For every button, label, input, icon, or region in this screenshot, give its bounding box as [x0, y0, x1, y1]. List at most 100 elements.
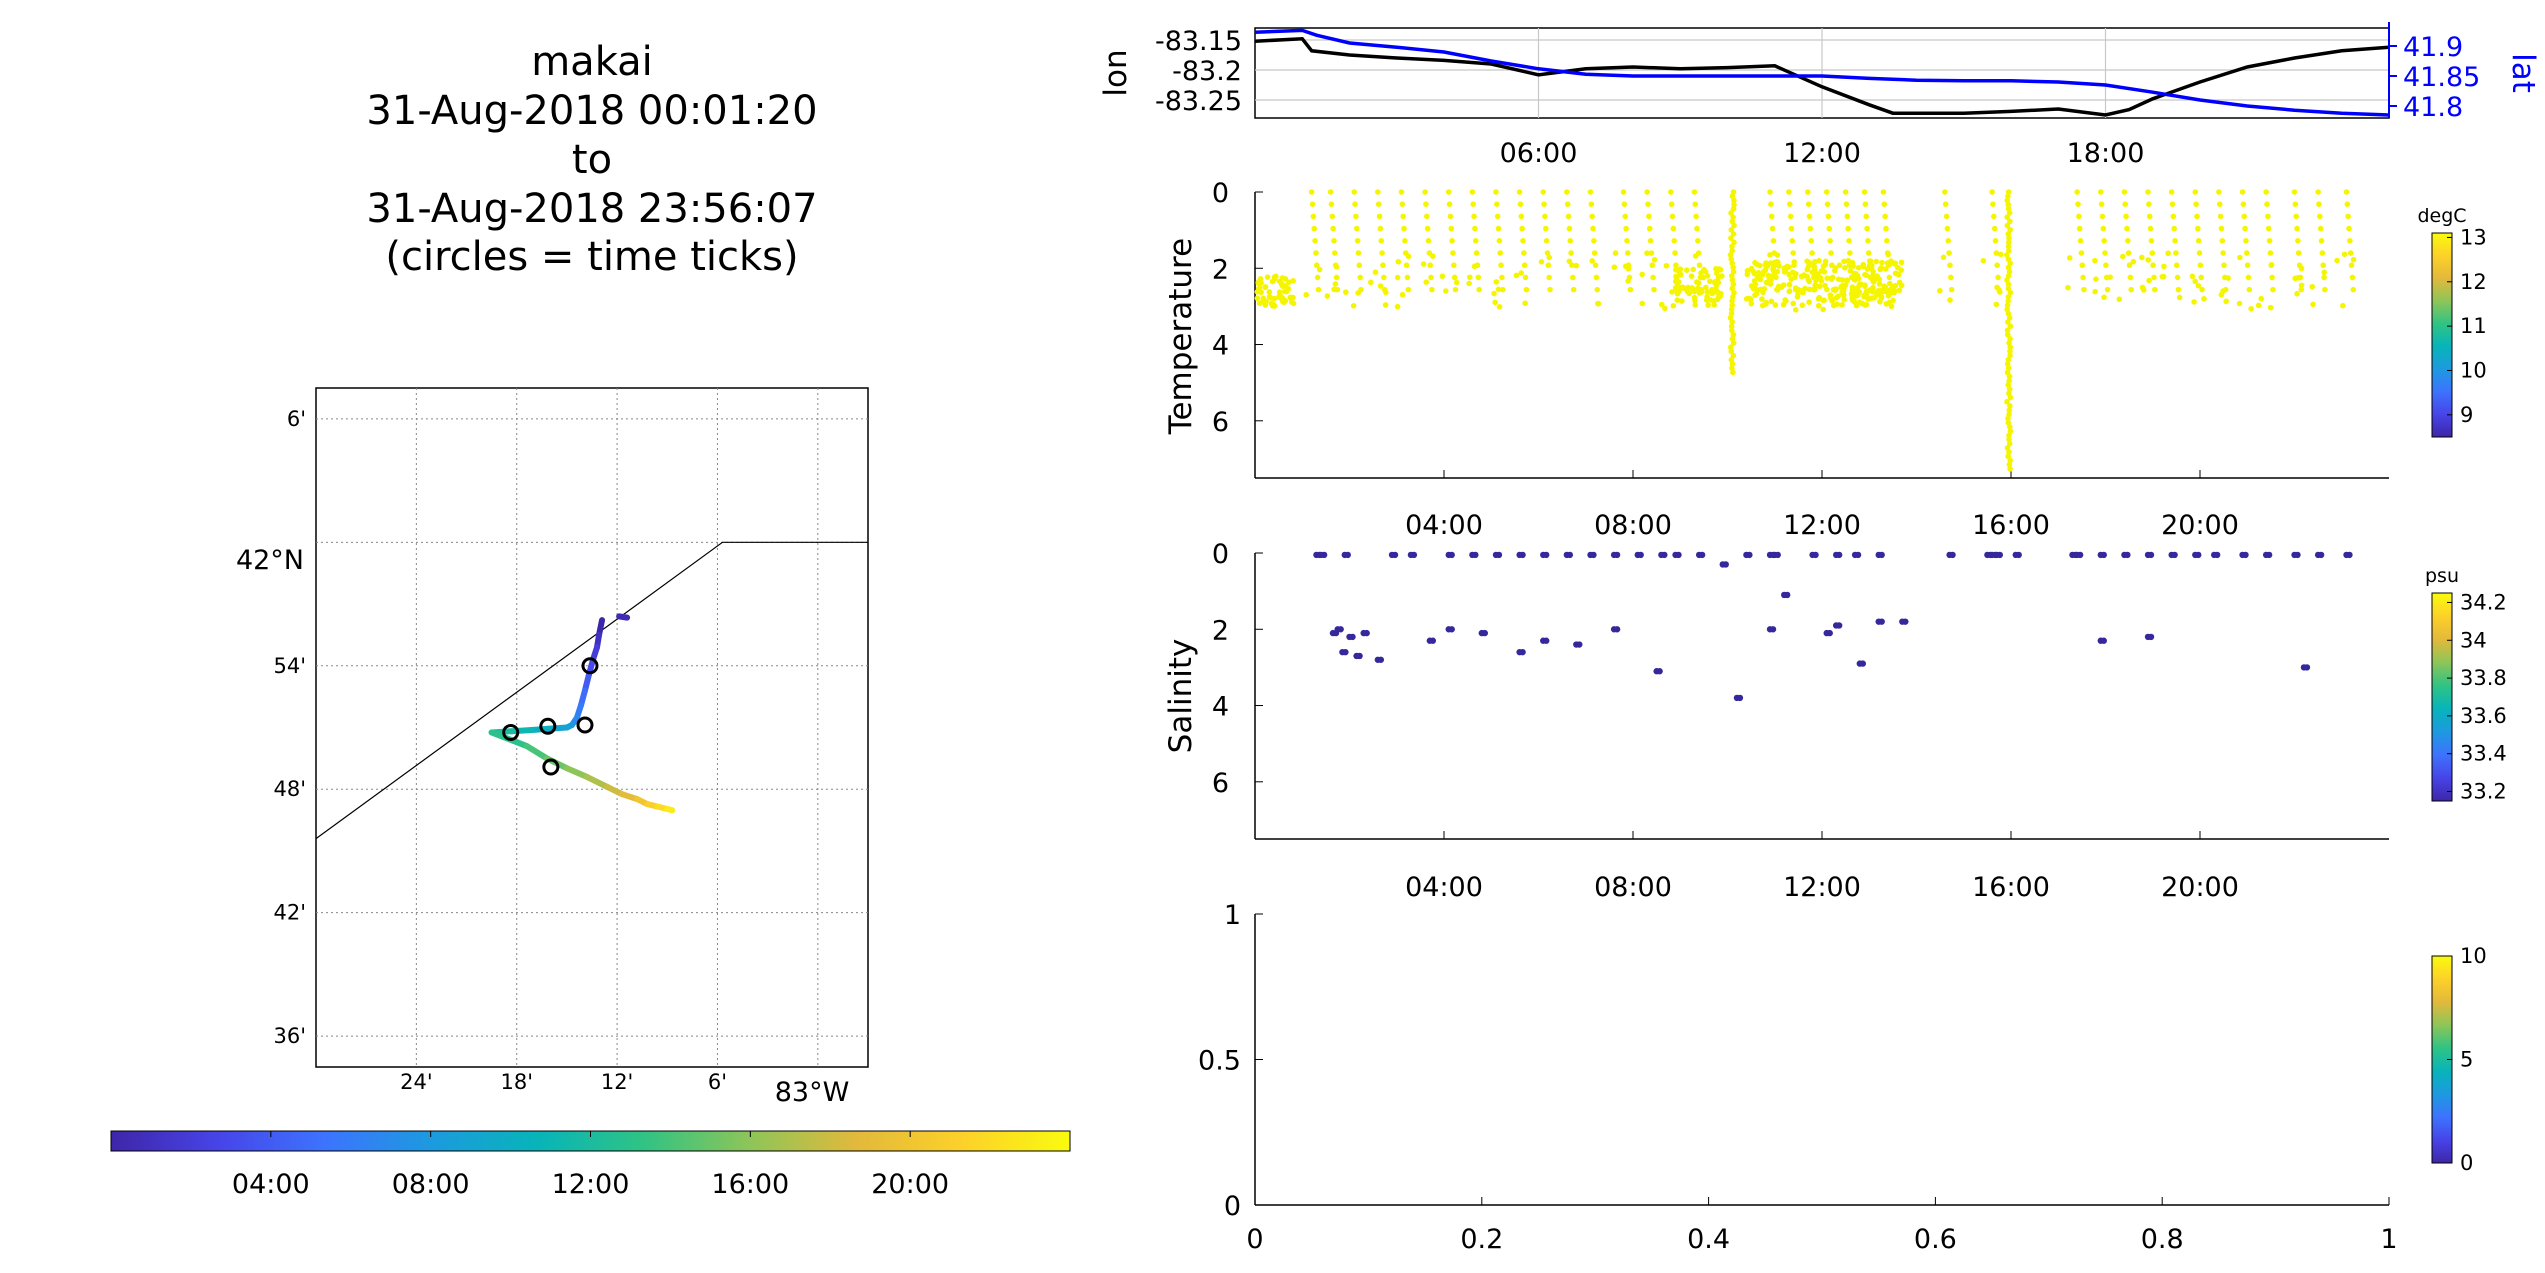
temperature-point [2316, 201, 2322, 208]
temperature-point [2298, 282, 2305, 289]
salinity-point [2317, 551, 2325, 559]
temperature-point [1312, 238, 1318, 244]
temperature-point [2006, 315, 2013, 321]
temperature-point [1878, 287, 1884, 294]
salinity-point [1996, 551, 2004, 559]
y-tick-label: 2 [1212, 615, 1229, 646]
x-tick-label: 16:00 [1972, 510, 2050, 541]
temperature-point [1980, 257, 1987, 264]
temperature-point [1404, 274, 1411, 281]
temperature-point [2076, 225, 2083, 232]
temperature-point [1792, 306, 1799, 313]
temperature-point [2007, 352, 2013, 359]
temperature-point [1845, 257, 1852, 264]
temperature-point [1823, 189, 1830, 195]
temperature-point [2298, 265, 2305, 272]
temperature-point [1381, 274, 1387, 281]
temperature-point [1668, 201, 1675, 208]
temperature-point [1590, 225, 1596, 232]
temperature-point [1645, 201, 1651, 208]
temperature-point [2265, 225, 2272, 232]
salinity-point [1495, 551, 1503, 559]
temperature-point [2077, 238, 2084, 244]
temperature-point [1639, 271, 1645, 278]
temperature-point [1703, 284, 1709, 291]
temperature-point [1766, 276, 1773, 282]
temperature-point [1279, 275, 1286, 281]
temperature-point [1400, 213, 1406, 220]
salinity-point [1448, 626, 1455, 633]
temperature-point [1332, 250, 1338, 256]
temperature-point [1716, 293, 1722, 299]
temperature-point [1730, 331, 1737, 338]
temperature-point [2005, 356, 2012, 363]
temperature-point [2005, 193, 2011, 199]
colorbar-tick-label: 11 [2460, 314, 2487, 338]
temperature-point [1357, 274, 1363, 281]
temperature-point [2152, 286, 2158, 293]
temperature-point [1744, 267, 1751, 274]
temperature-point [1692, 297, 1698, 304]
temperature-point [2171, 225, 2178, 232]
temperature-point [2005, 239, 2012, 246]
temperature-point [1759, 296, 1765, 302]
temperature-point [1795, 286, 1802, 293]
salinity-point [1656, 668, 1663, 675]
empty-axes: 0 0.2 0.4 0.6 0.8 1 1 0.5 0 [1198, 900, 2398, 1255]
temperature-point [1728, 226, 1735, 233]
temperature-point [2294, 225, 2300, 232]
temperature-point [2005, 205, 2012, 212]
temperature-point [2173, 250, 2179, 256]
temperature-point [1768, 201, 1774, 208]
temperature-point [1820, 306, 1826, 313]
temperature-point [2266, 238, 2273, 244]
temperature-point [1789, 238, 1796, 244]
map-y-tick-label: 54' [274, 654, 307, 678]
temperature-point [2244, 262, 2251, 269]
temperature-point [1570, 274, 1576, 281]
salinity-point [1543, 637, 1550, 644]
temperature-point [1494, 201, 1500, 208]
temperature-point [1519, 225, 1525, 232]
temperature-point [1790, 300, 1797, 307]
temperature-point [2220, 250, 2226, 256]
temperature-point [1813, 270, 1819, 277]
temperature-point [1591, 238, 1597, 244]
temperature-point [1861, 189, 1868, 195]
temperature-point [1376, 213, 1383, 220]
temperature-point [1768, 298, 1775, 305]
temperature-point [1767, 252, 1773, 258]
temperature-point [1451, 262, 1457, 269]
temperature-point [1786, 264, 1792, 270]
temperature-point [2075, 201, 2081, 208]
lat-series-line [1255, 28, 2389, 117]
temperature-point [1842, 265, 1848, 271]
temperature-point [2065, 284, 2071, 291]
temperature-point [1383, 289, 1389, 296]
temperature-point [2320, 262, 2327, 269]
temperature-point [1523, 286, 1530, 293]
temperature-point [1882, 213, 1888, 220]
temperature-point [1712, 278, 1719, 285]
time-tick-circle [502, 723, 520, 741]
temperature-point [1649, 262, 1656, 269]
temperature-point [2098, 201, 2105, 208]
time-tick-circle [581, 657, 599, 675]
salinity-point [1566, 551, 1574, 559]
temperature-point [1568, 250, 1574, 256]
temperature-point [2007, 323, 2014, 330]
temperature-point [2343, 189, 2350, 195]
temperature-point [2245, 274, 2252, 281]
salinity-point [1410, 551, 1418, 559]
temperature-point [1805, 189, 1811, 195]
temperature-point [1496, 303, 1503, 310]
salinity-point [1774, 551, 1781, 559]
temperature-point [1728, 344, 1734, 351]
temperature-point [1813, 283, 1820, 289]
temperature-point [1727, 252, 1734, 258]
salinity-point [1746, 551, 1753, 559]
temperature-point [1856, 289, 1863, 295]
temperature-point [1378, 238, 1385, 244]
salinity-point [1429, 637, 1437, 644]
temperature-point [2005, 285, 2012, 292]
